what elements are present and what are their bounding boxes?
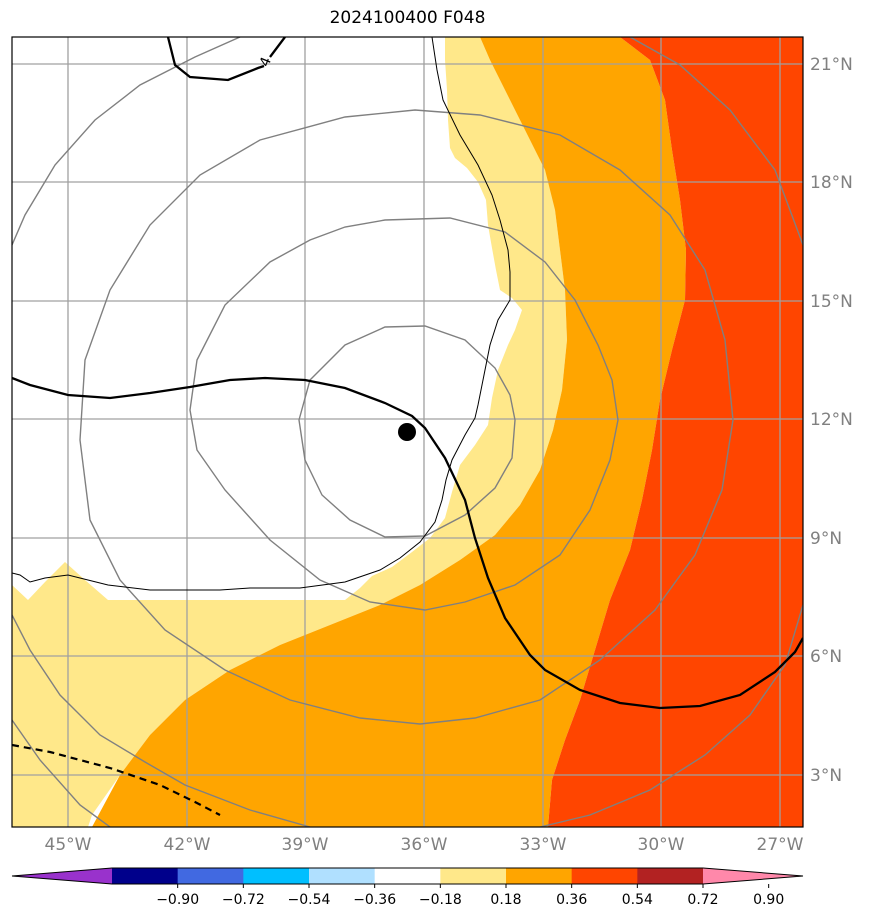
colorbar [11, 867, 804, 885]
storm-center-marker [398, 423, 416, 441]
x-tick-label: 45°W [45, 835, 92, 855]
gray-contour-ring-1 [298, 325, 516, 538]
y-tick-label: 21°N [810, 55, 853, 75]
x-tick-label: 36°W [401, 835, 448, 855]
colorbar-tick-label: 0.90 [753, 892, 784, 908]
colorbar-segment [637, 868, 704, 884]
colorbar-outline [11, 867, 804, 885]
gridlines [12, 37, 803, 827]
gray-contour-ring-4 [12, 37, 241, 246]
y-tick-label: 12°N [810, 410, 853, 430]
gray-contour-ring-4-right [629, 37, 803, 246]
colorbar-tick-label: 0.36 [556, 892, 587, 908]
colorbar-tick-label: −0.72 [222, 892, 265, 908]
fill-band-054-072 [548, 37, 803, 827]
gray-contour-ring-4-bottom-right [539, 604, 803, 827]
colorbar-extension-low [12, 868, 112, 884]
y-axis-labels: 21°N 18°N 15°N 12°N 9°N 6°N 3°N [810, 55, 853, 786]
colorbar-tick-label: 0.72 [687, 892, 718, 908]
y-tick-label: 3°N [810, 766, 842, 786]
fill-band-036-054 [92, 37, 686, 827]
y-tick-label: 15°N [810, 292, 853, 312]
gray-contours [12, 37, 803, 827]
gray-contour-ring-4-bottom [12, 614, 311, 827]
colorbar-segment [177, 868, 244, 884]
colorbar-segment [243, 868, 310, 884]
colorbar-segment [309, 868, 376, 884]
fill-band-018-036 [12, 37, 567, 827]
colorbar-tick-label: 0.54 [622, 892, 653, 908]
map-title: 2024100400 F048 [329, 8, 486, 28]
colorbar-extension-high [703, 868, 803, 884]
colorbar-tick-label: −0.18 [419, 892, 462, 908]
gray-contour-ring-3 [79, 109, 734, 725]
x-tick-label: 27°W [757, 835, 804, 855]
y-tick-label: 18°N [810, 173, 853, 193]
y-tick-label: 9°N [810, 529, 842, 549]
gray-contour-ring-2 [189, 217, 619, 611]
colorbar-tick-label: −0.54 [288, 892, 331, 908]
colorbar-segment [112, 868, 179, 884]
colorbar-segment [506, 868, 573, 884]
dashed-black-contour [12, 743, 221, 816]
x-tick-label: 42°W [164, 835, 211, 855]
colorbar-labels: −0.90 −0.72 −0.54 −0.36 −0.18 0.18 0.36 0.54 0.7… [156, 884, 784, 908]
colorbar-segment [571, 868, 638, 884]
thin-black-contour [12, 37, 511, 591]
colorbar-tick-label: 0.18 [490, 892, 521, 908]
x-tick-label: 39°W [282, 835, 329, 855]
x-tick-label: 33°W [520, 835, 567, 855]
thick-black-contour [12, 376, 803, 710]
gray-contour-ring-5 [12, 719, 111, 827]
colorbar-tick-label: −0.36 [353, 892, 396, 908]
y-tick-label: 6°N [810, 647, 842, 667]
thick-black-contour-top [166, 37, 286, 82]
colorbar-segment [374, 868, 441, 884]
x-axis-labels: 45°W 42°W 39°W 36°W 33°W 30°W 27°W [45, 835, 804, 855]
plot-frame [11, 36, 804, 828]
colorbar-segment [440, 868, 507, 884]
x-tick-label: 30°W [638, 835, 685, 855]
colorbar-tick-label: −0.90 [156, 892, 199, 908]
